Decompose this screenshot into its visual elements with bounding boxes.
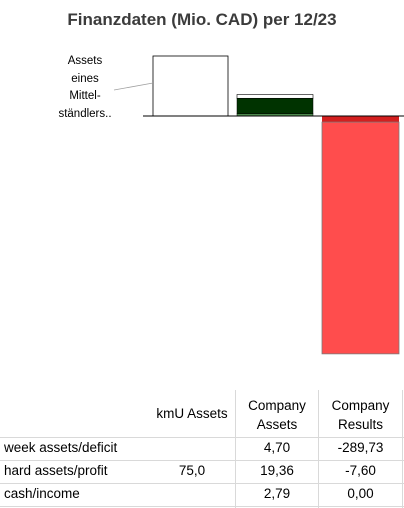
annotation-note: Assets eines Mittel- ständlers.. <box>56 53 114 123</box>
chart-plot <box>113 55 404 355</box>
table-cell: 0,00 <box>347 486 374 501</box>
annotation-line: Assets <box>67 55 103 67</box>
table-header-kmu-assets: kmU Assets <box>156 406 228 421</box>
table-header-company-results: Company Results <box>331 398 390 432</box>
table-cell: 75,0 <box>178 463 206 478</box>
bar-company-assets-week <box>236 94 314 99</box>
annotation-line: ständlers.. <box>58 107 112 120</box>
table-cell: -7,60 <box>345 463 376 478</box>
table-cell: 2,79 <box>263 486 291 501</box>
bar-company-assets-hard <box>236 98 314 115</box>
table-divider <box>402 390 403 508</box>
annotation-line: Mittel- <box>69 90 101 102</box>
table-divider <box>0 506 404 507</box>
table-cell: 19,36 <box>260 463 294 478</box>
table-row-label: week assets/deficit <box>4 440 118 455</box>
table-row-label: cash/income <box>4 486 80 501</box>
table-divider <box>318 390 319 508</box>
table-divider <box>0 460 404 461</box>
annotation-leader <box>113 82 154 91</box>
table-divider <box>0 483 404 484</box>
bar-company-results-profit <box>322 116 399 123</box>
table-row-label: hard assets/profit <box>4 463 108 478</box>
table-cell: -289,73 <box>337 440 384 455</box>
table-cell: 4,70 <box>263 440 291 455</box>
table-divider <box>0 437 404 438</box>
chart-title: Finanzdaten (Mio. CAD) per 12/23 <box>67 10 337 29</box>
table-header-company-assets: Company Assets <box>248 398 306 432</box>
annotation-line: eines <box>71 72 99 85</box>
table-divider <box>235 390 236 508</box>
bar-company-results-deficit <box>321 121 400 355</box>
bar-kmu-assets <box>152 55 229 117</box>
